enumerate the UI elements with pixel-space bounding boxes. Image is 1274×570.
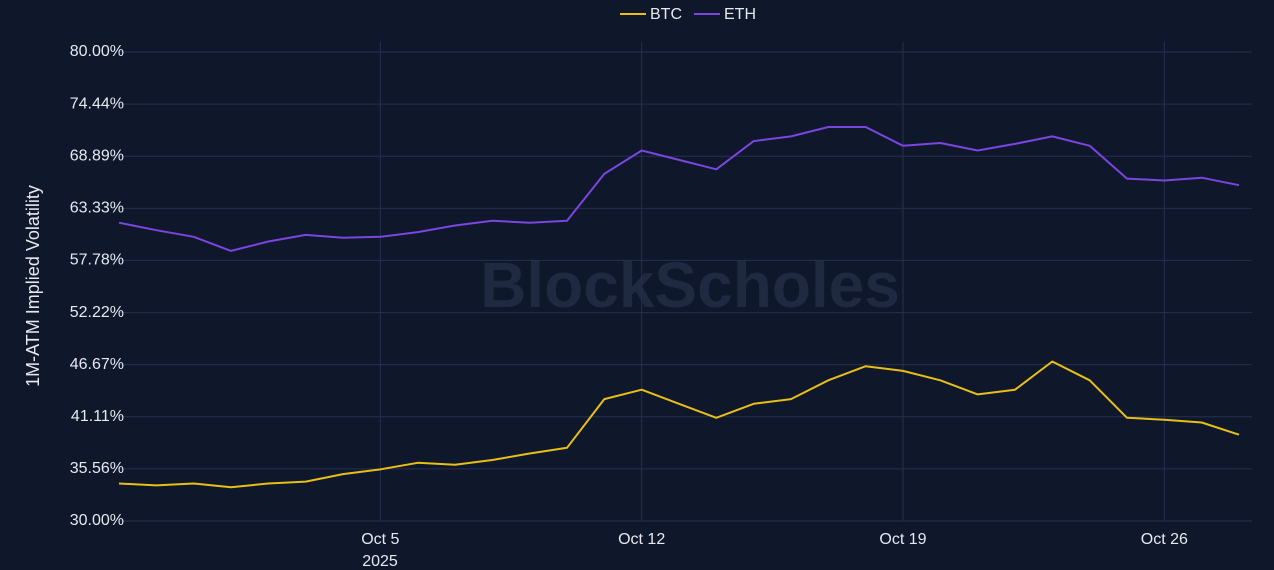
y-tick-label: 68.89% xyxy=(70,147,124,164)
x-tick-label: Oct 5 xyxy=(361,531,399,548)
x-tick-label: Oct 19 xyxy=(879,531,926,548)
y-tick-label: 74.44% xyxy=(70,95,124,112)
y-tick-label: 35.56% xyxy=(70,460,124,477)
x-tick-label: Oct 26 xyxy=(1141,531,1188,548)
x-year-label: 2025 xyxy=(362,553,398,570)
line xyxy=(118,126,1240,252)
y-tick-label: 63.33% xyxy=(70,200,124,217)
y-axis-title: 1M-ATM Implied Volatility xyxy=(23,185,43,387)
y-tick-label: 46.67% xyxy=(70,356,124,373)
y-tick-label: 52.22% xyxy=(70,304,124,321)
legend-label: ETH xyxy=(724,6,756,23)
y-tick-label: 80.00% xyxy=(70,43,124,60)
y-tick-label: 41.11% xyxy=(71,408,124,425)
line xyxy=(118,360,1240,489)
watermark: BlockScholes xyxy=(480,249,900,321)
y-tick-label: 57.78% xyxy=(70,252,124,269)
y-tick-label: 30.00% xyxy=(70,512,124,529)
legend-label: BTC xyxy=(650,6,682,23)
x-tick-label: Oct 12 xyxy=(618,531,665,548)
